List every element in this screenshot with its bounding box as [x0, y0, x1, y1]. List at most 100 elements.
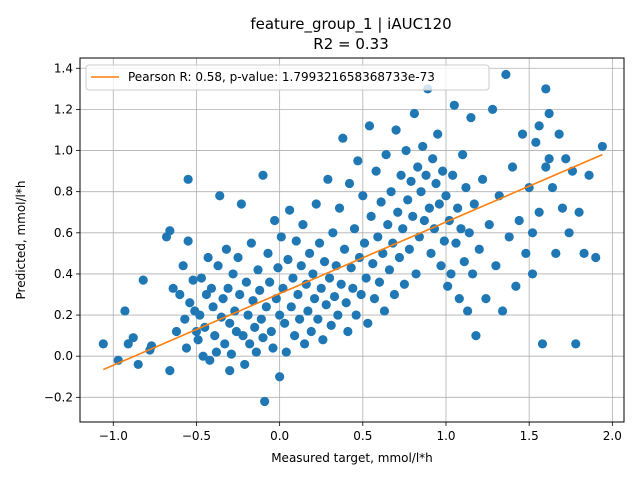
data-point: [366, 211, 376, 221]
x-tick-label: −1.0: [99, 429, 128, 443]
data-point: [236, 199, 246, 209]
data-point: [319, 256, 330, 267]
x-axis-ticks: −1.0 −0.5 0.0 0.5 1.0 1.5 2.0: [99, 422, 622, 443]
data-point: [275, 372, 285, 382]
data-point: [248, 296, 258, 306]
chart-subtitle: R2 = 0.33: [313, 35, 388, 53]
data-point: [165, 226, 175, 236]
data-point: [501, 69, 511, 80]
data-point: [439, 236, 449, 246]
data-point: [348, 283, 358, 293]
data-point: [223, 283, 233, 293]
data-point: [183, 236, 193, 246]
data-point: [123, 339, 133, 349]
data-point: [181, 343, 192, 353]
data-point: [541, 162, 551, 172]
data-point: [241, 277, 251, 287]
plot-frame: [79, 57, 625, 423]
data-point: [255, 285, 265, 295]
data-point: [541, 84, 551, 94]
data-point: [471, 331, 481, 341]
data-point: [175, 289, 185, 300]
data-point: [411, 269, 421, 279]
data-point: [251, 347, 261, 357]
data-point: [383, 219, 393, 230]
data-point: [459, 256, 469, 267]
data-point: [431, 178, 441, 189]
data-point: [561, 154, 571, 164]
data-point: [379, 306, 390, 316]
data-point: [394, 252, 405, 263]
data-point: [547, 182, 558, 193]
data-point: [133, 359, 143, 370]
data-point: [466, 113, 476, 123]
legend: Pearson R: 0.58, p-value: 1.799321658368…: [85, 64, 490, 91]
x-tick-label: −0.5: [182, 429, 211, 443]
data-point: [353, 156, 363, 166]
data-point: [511, 281, 521, 291]
data-point: [268, 343, 278, 353]
data-point: [421, 170, 431, 180]
x-axis-label: Measured target, mmol/l*h: [271, 451, 433, 465]
data-point: [433, 129, 443, 139]
legend-label: Pearson R: 0.58, p-value: 1.799321658368…: [128, 70, 435, 84]
data-point: [436, 261, 446, 271]
data-point: [404, 244, 414, 254]
data-point: [283, 254, 293, 265]
data-point: [438, 166, 448, 176]
data-point: [544, 108, 554, 119]
data-point: [446, 269, 456, 279]
data-point: [449, 100, 459, 110]
x-tick-label: 1.5: [520, 429, 539, 443]
data-point: [484, 219, 494, 230]
data-point: [338, 133, 348, 143]
data-point: [574, 207, 584, 217]
data-point: [534, 207, 544, 217]
data-point: [231, 326, 241, 337]
y-tick-label: 1.0: [54, 144, 73, 158]
data-point: [551, 248, 561, 258]
data-point: [384, 265, 395, 275]
data-point: [386, 187, 396, 197]
x-tick-label: 2.0: [603, 429, 622, 443]
data-point: [138, 275, 148, 285]
data-point: [341, 298, 351, 308]
data-point: [225, 318, 235, 328]
y-tick-label: 0.2: [54, 308, 73, 322]
data-point: [318, 335, 328, 345]
data-point: [537, 339, 548, 349]
data-point: [228, 269, 238, 279]
y-tick-label: 0.6: [54, 226, 73, 240]
data-point: [205, 355, 215, 365]
data-point: [240, 359, 250, 370]
data-point: [343, 326, 353, 337]
data-point: [208, 302, 218, 312]
data-point: [243, 310, 253, 320]
data-point: [351, 310, 361, 320]
data-point: [221, 244, 231, 254]
data-point: [451, 238, 461, 248]
data-point: [424, 203, 434, 213]
data-point: [258, 170, 268, 180]
chart-title: feature_group_1 | iAUC120: [250, 15, 451, 34]
data-point: [165, 365, 175, 376]
data-point: [359, 238, 370, 248]
data-point: [290, 331, 300, 341]
data-point: [571, 339, 581, 349]
data-point: [356, 289, 366, 300]
data-point: [584, 170, 594, 180]
data-point: [218, 294, 228, 304]
data-point: [441, 191, 451, 201]
data-point: [298, 219, 308, 230]
data-point: [481, 294, 491, 304]
data-point: [263, 248, 273, 258]
data-point: [443, 281, 453, 291]
y-tick-label: 0.4: [54, 267, 73, 281]
data-point: [406, 176, 416, 186]
data-point: [226, 349, 236, 359]
data-point: [497, 306, 508, 316]
data-point: [329, 291, 340, 302]
data-point: [294, 314, 305, 324]
data-point: [334, 203, 345, 213]
